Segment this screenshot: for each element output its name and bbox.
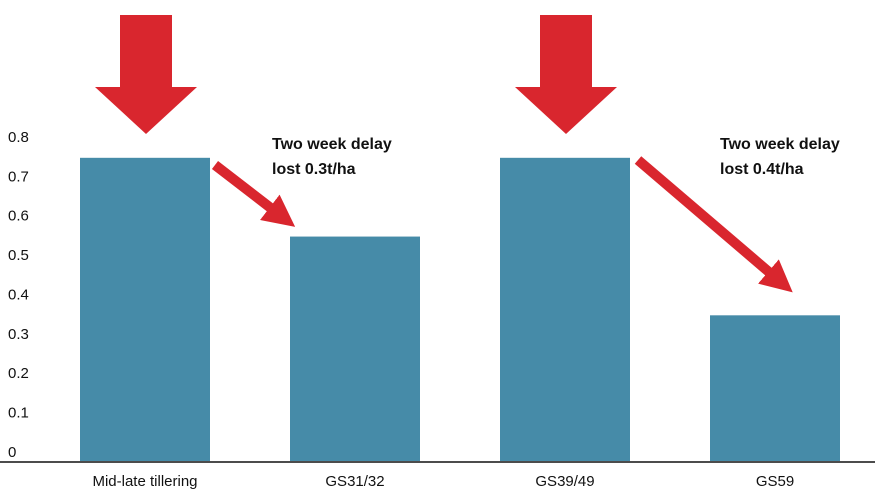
- y-tick-label: 0: [8, 444, 16, 461]
- diagonal-arrow: [634, 156, 793, 293]
- y-tick-label: 0.5: [8, 247, 29, 264]
- x-tick-label: GS31/32: [325, 473, 384, 490]
- x-tick-label: GS39/49: [535, 473, 594, 490]
- annotation: lost 0.4t/ha: [720, 161, 804, 178]
- y-tick-label: 0.3: [8, 326, 29, 343]
- y-tick-label: 0.7: [8, 168, 29, 185]
- annotation: Two week delay: [720, 136, 840, 153]
- y-tick-label: 0.1: [8, 405, 29, 422]
- down-arrow: [95, 15, 197, 134]
- bar: [500, 157, 630, 461]
- down-arrow: [515, 15, 617, 134]
- bar: [710, 315, 840, 461]
- x-tick-label: GS59: [756, 473, 794, 490]
- y-tick-label: 0.2: [8, 365, 29, 382]
- y-tick-label: 0.4: [8, 286, 29, 303]
- annotation: Two week delay: [272, 136, 392, 153]
- y-tick-label: 0.6: [8, 208, 29, 225]
- annotation: lost 0.3t/ha: [272, 161, 356, 178]
- diagonal-arrow: [211, 161, 296, 227]
- y-tick-label: 0.8: [8, 129, 29, 146]
- bar: [290, 236, 420, 461]
- bar: [80, 157, 210, 461]
- x-tick-label: Mid-late tillering: [92, 473, 197, 490]
